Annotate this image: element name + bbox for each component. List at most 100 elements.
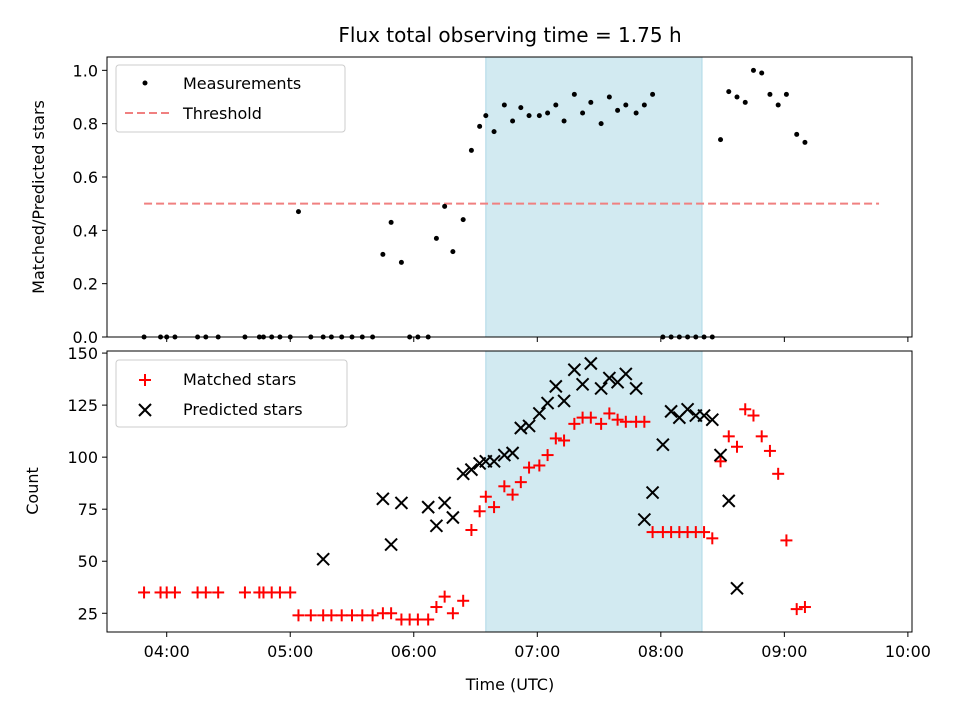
matched-star-point (739, 403, 752, 416)
predicted-star-point (645, 485, 660, 500)
predicted-star-point (514, 421, 528, 435)
measurement-point (460, 217, 466, 223)
matched-star-point (138, 586, 151, 599)
matched-star-point (385, 607, 398, 620)
predicted-star-point (575, 377, 590, 392)
measurement-point (388, 219, 394, 225)
bottom-legend: Matched stars Predicted stars (115, 359, 348, 428)
matched-star-point (430, 601, 443, 614)
predicted-star-point (584, 356, 598, 371)
matched-star-point (747, 409, 760, 422)
predicted-star-point (730, 581, 744, 595)
matched-star-point (346, 609, 358, 622)
x-tick-label: 08:00 (638, 642, 684, 661)
x-tick-label: 09:00 (761, 642, 807, 661)
bottom-highlight-span (485, 350, 703, 633)
predicted-star-point (705, 412, 720, 427)
x-tick-label: 10:00 (885, 642, 931, 661)
matched-star-point (780, 534, 793, 547)
predicted-star-point (464, 462, 479, 477)
matched-star-point (304, 609, 317, 622)
predicted-star-point (487, 454, 501, 469)
measurement-point (442, 203, 448, 209)
measurement-point (598, 121, 604, 127)
matched-star-point (595, 417, 608, 430)
matched-star-point (356, 609, 369, 622)
top-panel: 0.0 0.2 0.4 0.6 0.8 1.0 Matched/Predicted sta… (29, 56, 913, 347)
top-ylabel: Matched/Predicted stars (29, 100, 48, 294)
bottom-legend-box (115, 359, 348, 428)
legend-measurements-label: Measurements (183, 74, 301, 93)
bottom-x-ticks: 04:00 05:00 06:00 07:00 08:00 09:00 10:00 (144, 632, 931, 661)
measurement-point (545, 110, 551, 116)
measurement-point (450, 249, 456, 255)
x-tick-label: 07:00 (514, 642, 560, 661)
matched-star-point (506, 488, 519, 501)
predicted-star-point (619, 367, 633, 381)
matched-star-point (411, 613, 424, 626)
measurement-point (734, 94, 740, 100)
predicted-star-point (722, 494, 736, 508)
measurement-point (641, 102, 647, 108)
measurement-point (718, 137, 724, 143)
predicted-star-point (540, 396, 555, 410)
top-highlight-span (485, 56, 703, 338)
matched-star-point (438, 590, 451, 603)
matched-star-point (238, 586, 251, 599)
bottom-frame (106, 350, 913, 633)
top-y-tick-label: 0.2 (73, 275, 98, 294)
bottom-y-tick-label: 75 (78, 500, 98, 519)
chart-title: Flux total observing time = 1.75 h (338, 23, 681, 47)
matched-star-point (603, 407, 616, 420)
measurement-point (433, 235, 439, 241)
top-y-tick-label: 0.0 (73, 328, 98, 347)
predicted-star-point (446, 510, 460, 525)
predicted-star-point (376, 492, 390, 506)
measurement-point (767, 91, 773, 97)
predicted-stars-points (316, 356, 744, 595)
measurement-point (759, 70, 765, 76)
predicted-star-point (697, 408, 711, 423)
matched-star-point (798, 601, 811, 614)
bottom-panel: 25 50 75 100 125 150 04:00 05:00 06:00 07:00 08:0… (23, 344, 931, 694)
predicted-star-point (567, 363, 582, 377)
matched-star-point (584, 411, 597, 424)
measurement-point (526, 113, 532, 119)
matched-star-point (541, 449, 554, 462)
legend-matched-label: Matched stars (183, 370, 296, 389)
matched-star-point (568, 417, 581, 430)
measurement-point (783, 91, 789, 97)
matched-star-point (611, 413, 624, 426)
bottom-y-tick-label: 50 (78, 552, 98, 571)
matched-star-point (549, 432, 562, 445)
top-y-tick-label: 1.0 (73, 61, 98, 80)
measurement-point (650, 91, 656, 97)
matched-star-point (763, 444, 776, 457)
legend-threshold-label: Threshold (182, 104, 262, 123)
measurement-point (518, 105, 524, 111)
matched-star-point (646, 526, 659, 539)
matched-star-point (714, 455, 727, 468)
measurement-points (141, 67, 808, 340)
matched-stars-points (138, 403, 811, 626)
matched-star-point (755, 430, 768, 443)
legend-matched-marker (139, 374, 151, 386)
measurement-point (491, 129, 497, 135)
matched-star-point (284, 586, 297, 599)
measurement-point (398, 259, 404, 265)
matched-star-point (619, 415, 632, 428)
matched-star-point (168, 586, 181, 599)
predicted-star-point (680, 402, 695, 416)
predicted-star-point (656, 437, 670, 452)
measurement-point (623, 102, 629, 108)
matched-star-point (706, 532, 719, 545)
matched-star-point (199, 586, 212, 599)
x-axis-label: Time (UTC) (465, 675, 554, 694)
matched-star-point (514, 476, 527, 489)
predicted-star-point (549, 379, 563, 394)
measurement-point (561, 118, 567, 124)
x-tick-label: 04:00 (144, 642, 190, 661)
measurement-point (536, 113, 542, 119)
measurement-point (775, 102, 781, 108)
